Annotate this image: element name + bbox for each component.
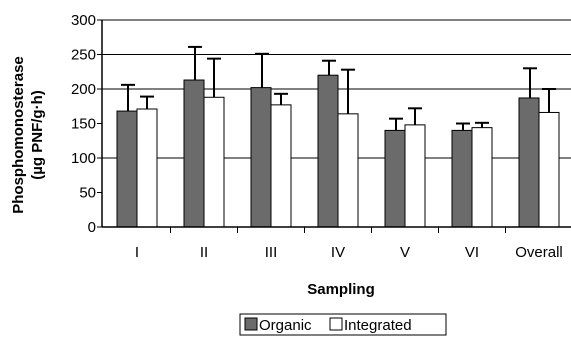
- bars-layer: [116, 45, 560, 228]
- y-tick-label-300: 300: [71, 12, 96, 29]
- legend-swatch-organic: [244, 317, 258, 331]
- y-tick-label-200: 200: [71, 81, 96, 98]
- y-axis-title-line-1: Phosphomonosterase: [10, 56, 27, 214]
- bar-organic-1: [183, 79, 205, 228]
- legend-label-integrated: Integrated: [344, 317, 412, 334]
- y-tick-label-250: 250: [71, 47, 96, 64]
- y-tick-label-150: 150: [71, 116, 96, 133]
- legend-swatch-integrated: [329, 317, 343, 331]
- bar-integrated-5: [471, 127, 493, 228]
- x-category-labels: I II III IV V VI Overall: [135, 244, 563, 261]
- y-axis-title-line-2: (µg PNF/g·h): [29, 90, 46, 179]
- bar-integrated-6: [538, 111, 560, 228]
- x-category-label-5: VI: [465, 244, 479, 261]
- bar-integrated-0: [136, 108, 158, 228]
- x-category-label-6: Overall: [515, 244, 563, 261]
- y-tick-labels: 0 50 100 150 200 250 300: [71, 12, 96, 236]
- x-category-label-2: III: [265, 244, 278, 261]
- bar-organic-0: [116, 110, 138, 228]
- x-category-label-0: I: [135, 244, 139, 261]
- bar-integrated-1: [203, 96, 225, 228]
- axes: [97, 19, 571, 233]
- x-category-label-4: V: [400, 244, 410, 261]
- bar-integrated-2: [270, 104, 292, 228]
- bar-integrated-3: [337, 113, 359, 228]
- x-category-label-3: IV: [331, 244, 345, 261]
- bar-integrated-4: [404, 124, 426, 228]
- legend-label-organic: Organic: [259, 317, 312, 334]
- x-axis-title: Sampling: [307, 281, 375, 298]
- legend: Organic Integrated: [239, 313, 447, 336]
- bar-organic-2: [250, 87, 272, 228]
- bar-organic-6: [518, 97, 540, 228]
- y-tick-label-50: 50: [79, 185, 96, 202]
- bar-organic-4: [384, 129, 406, 228]
- y-tick-label-0: 0: [88, 219, 96, 236]
- x-category-label-1: II: [200, 244, 208, 261]
- bar-organic-5: [451, 129, 473, 228]
- legend-frame: [239, 313, 447, 336]
- bar-organic-3: [317, 74, 339, 228]
- y-tick-label-100: 100: [71, 150, 96, 167]
